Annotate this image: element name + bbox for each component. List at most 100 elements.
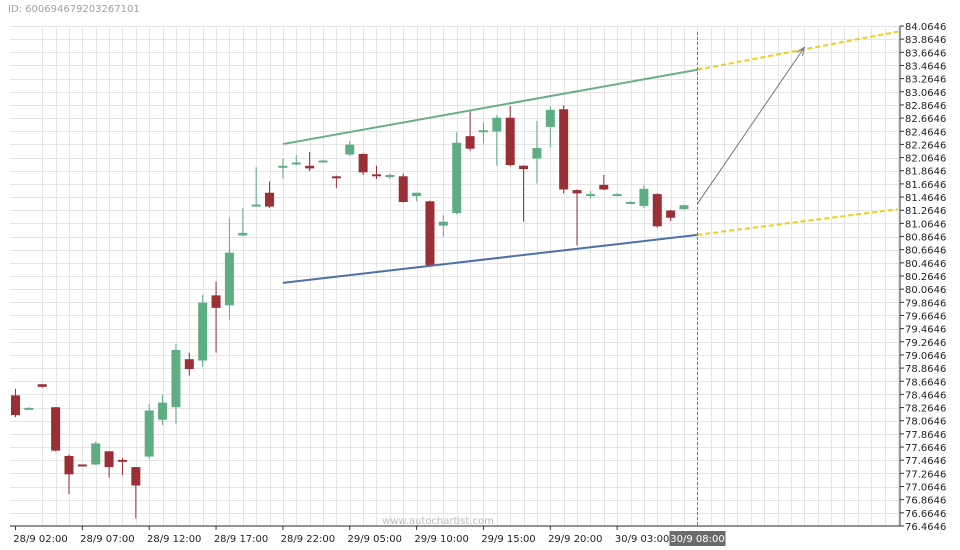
- y-tick-label: 80.0646: [905, 285, 946, 296]
- candle-bullish: [238, 207, 248, 237]
- candle-body: [438, 221, 448, 226]
- candle-bullish: [171, 344, 181, 424]
- y-tick-label: 84.0646: [905, 22, 946, 33]
- candle-bullish: [91, 441, 101, 466]
- candle-body: [345, 144, 355, 155]
- candle-body: [626, 201, 636, 204]
- candle-body: [545, 109, 555, 127]
- candle-bearish: [559, 105, 569, 194]
- y-tick-label: 79.0646: [905, 351, 946, 362]
- y-tick-label: 81.4646: [905, 193, 946, 204]
- candle-body: [291, 162, 301, 165]
- candle-body: [11, 395, 20, 416]
- candle-bullish: [478, 122, 488, 144]
- candle-body: [572, 190, 582, 194]
- candle-bullish: [585, 190, 595, 199]
- candle-body: [37, 384, 47, 387]
- x-tick-label: 29/9 20:00: [548, 534, 602, 545]
- y-tick-label: 77.8646: [905, 430, 946, 441]
- candle-body: [77, 464, 87, 467]
- candle-body: [532, 148, 542, 159]
- candle-body: [666, 210, 676, 218]
- candle-bullish: [492, 115, 502, 166]
- candle-body: [144, 410, 154, 457]
- lower-channel-line: [282, 233, 698, 284]
- candle-bullish: [626, 201, 636, 204]
- y-tick-label: 83.8646: [905, 35, 946, 46]
- y-tick-label: 80.2646: [905, 272, 946, 283]
- y-tick-label: 77.0646: [905, 483, 946, 494]
- y-axis-ticks: 84.0646 83.8646 83.6646 83.4646 83.2646 83.06…: [900, 22, 946, 533]
- candle-bullish: [291, 155, 301, 166]
- candle-body: [278, 165, 288, 168]
- candle-body: [198, 302, 208, 361]
- candle-body: [398, 176, 408, 202]
- candle-body: [452, 142, 462, 214]
- candle-bearish: [104, 451, 114, 478]
- y-tick-label: 82.8646: [905, 101, 946, 112]
- candle-bearish: [519, 165, 529, 222]
- y-tick-label: 81.0646: [905, 219, 946, 230]
- x-tick-label: 28/9 02:00: [13, 534, 67, 545]
- candle-body: [505, 117, 515, 166]
- candle-body: [478, 130, 488, 133]
- candle-bearish: [572, 189, 582, 246]
- watermark: www.autochartist.com: [382, 516, 494, 527]
- y-tick-label: 77.6646: [905, 443, 946, 454]
- candles: [11, 105, 689, 519]
- trendlines: [282, 30, 899, 284]
- candle-body: [251, 204, 261, 207]
- candle-body: [519, 165, 529, 170]
- y-tick-label: 77.2646: [905, 469, 946, 480]
- candle-body: [305, 165, 315, 169]
- candle-body: [331, 176, 341, 179]
- candle-bullish: [545, 106, 555, 148]
- candle-bullish: [345, 140, 355, 156]
- candle-body: [265, 192, 275, 207]
- candle-bearish: [666, 209, 676, 222]
- target-arrow-line: [696, 47, 805, 205]
- x-tick-label: 28/9 07:00: [80, 534, 134, 545]
- candle-body: [425, 201, 435, 266]
- current-time-badge: [669, 531, 726, 546]
- candle-body: [318, 160, 328, 163]
- x-tick-label: 29/9 10:00: [414, 534, 468, 545]
- candle-body: [679, 205, 689, 210]
- current-time-marker: 30/9 08:00: [669, 32, 726, 546]
- y-tick-label: 76.6646: [905, 509, 946, 520]
- y-tick-label: 78.6646: [905, 377, 946, 388]
- y-tick-label: 76.4646: [905, 522, 946, 533]
- candle-body: [117, 459, 127, 462]
- x-axis-ticks: 28/9 02:00 28/9 07:00 28/9 12:00 28/9 17:00…: [13, 526, 669, 545]
- candle-body: [652, 194, 662, 227]
- candle-bearish: [358, 153, 368, 175]
- candle-body: [639, 188, 649, 206]
- candle-bearish: [371, 165, 381, 179]
- candle-bearish: [77, 464, 87, 467]
- y-tick-label: 83.4646: [905, 61, 946, 72]
- candle-bullish: [412, 192, 422, 202]
- candle-bearish: [465, 111, 475, 151]
- y-tick-label: 79.4646: [905, 325, 946, 336]
- y-tick-label: 81.2646: [905, 206, 946, 217]
- y-tick-label: 83.0646: [905, 88, 946, 99]
- y-tick-label: 83.6646: [905, 48, 946, 59]
- y-tick-label: 78.0646: [905, 417, 946, 428]
- y-tick-label: 82.4646: [905, 127, 946, 138]
- candle-bearish: [505, 105, 515, 167]
- candle-bullish: [278, 158, 288, 179]
- y-tick-label: 78.4646: [905, 390, 946, 401]
- candle-body: [24, 407, 34, 410]
- candle-bullish: [612, 193, 622, 197]
- candle-bullish: [452, 132, 462, 215]
- upper-channel-line: [282, 68, 698, 146]
- candle-bullish: [639, 184, 649, 208]
- candle-body: [171, 349, 181, 408]
- candle-body: [184, 359, 194, 370]
- y-tick-label: 77.4646: [905, 456, 946, 467]
- candle-body: [559, 109, 569, 190]
- y-tick-label: 78.8646: [905, 364, 946, 375]
- x-tick-label: 30/9 03:00: [615, 534, 669, 545]
- candle-body: [51, 407, 61, 451]
